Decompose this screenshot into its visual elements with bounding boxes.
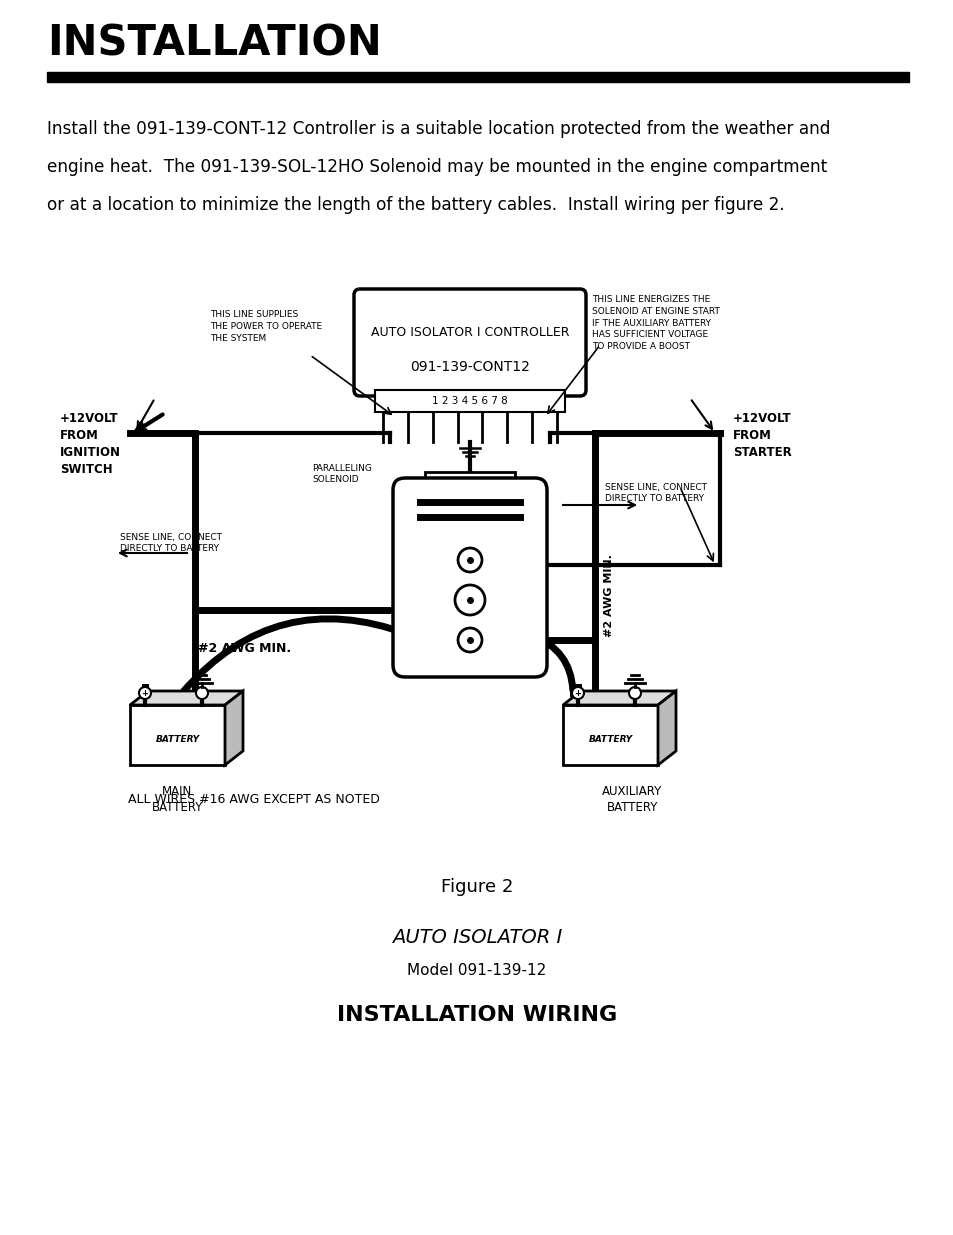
FancyBboxPatch shape: [393, 478, 546, 677]
Polygon shape: [130, 692, 243, 705]
Bar: [424, 472, 515, 490]
Text: +: +: [574, 688, 581, 698]
Text: AUTO ISOLATOR I CONTROLLER: AUTO ISOLATOR I CONTROLLER: [371, 326, 569, 340]
FancyBboxPatch shape: [354, 289, 585, 396]
Polygon shape: [658, 692, 676, 764]
Bar: [375, 390, 564, 412]
Text: +12VOLT
FROM
IGNITION
SWITCH: +12VOLT FROM IGNITION SWITCH: [60, 412, 121, 475]
Text: or at a location to minimize the length of the battery cables.  Install wiring p: or at a location to minimize the length …: [47, 196, 784, 214]
Text: Figure 2: Figure 2: [440, 878, 513, 897]
Text: BATTERY: BATTERY: [588, 736, 632, 745]
Text: #2 AWG MIN.: #2 AWG MIN.: [603, 555, 614, 637]
Bar: [47, 72, 908, 82]
Text: 1 2 3 4 5 6 7 8: 1 2 3 4 5 6 7 8: [432, 396, 507, 406]
FancyArrowPatch shape: [532, 636, 573, 690]
Circle shape: [195, 687, 208, 699]
Text: AUXILIARY
BATTERY: AUXILIARY BATTERY: [601, 785, 662, 814]
Text: Install the 091-139-CONT-12 Controller is a suitable location protected from the: Install the 091-139-CONT-12 Controller i…: [47, 120, 829, 138]
Text: SENSE LINE, CONNECT
DIRECTLY TO BATTERY: SENSE LINE, CONNECT DIRECTLY TO BATTERY: [604, 483, 706, 503]
Text: INSTALLATION WIRING: INSTALLATION WIRING: [336, 1005, 617, 1025]
FancyArrowPatch shape: [184, 619, 407, 690]
Circle shape: [572, 687, 583, 699]
Text: PARALLELING
SOLENOID: PARALLELING SOLENOID: [312, 464, 372, 484]
Circle shape: [139, 687, 151, 699]
Text: #2 AWG MIN.: #2 AWG MIN.: [198, 641, 291, 655]
Text: THIS LINE SUPPLIES
THE POWER TO OPERATE
THE SYSTEM: THIS LINE SUPPLIES THE POWER TO OPERATE …: [210, 310, 322, 342]
Text: INSTALLATION: INSTALLATION: [47, 23, 381, 65]
Text: engine heat.  The 091-139-SOL-12HO Solenoid may be mounted in the engine compart: engine heat. The 091-139-SOL-12HO Soleno…: [47, 158, 826, 177]
Text: +12VOLT
FROM
STARTER: +12VOLT FROM STARTER: [732, 412, 791, 459]
Circle shape: [628, 687, 640, 699]
Text: +: +: [141, 688, 149, 698]
Text: BATTERY: BATTERY: [155, 736, 199, 745]
Text: MAIN
BATTERY: MAIN BATTERY: [152, 785, 203, 814]
Bar: [562, 705, 658, 764]
Text: AUTO ISOLATOR I: AUTO ISOLATOR I: [392, 927, 561, 947]
Text: THIS LINE ENERGIZES THE
SOLENOID AT ENGINE START
IF THE AUXILIARY BATTERY
HAS SU: THIS LINE ENERGIZES THE SOLENOID AT ENGI…: [592, 295, 720, 351]
Text: Model 091-139-12: Model 091-139-12: [407, 963, 546, 978]
Bar: [130, 705, 225, 764]
Text: ALL WIRES #16 AWG EXCEPT AS NOTED: ALL WIRES #16 AWG EXCEPT AS NOTED: [128, 793, 379, 806]
Text: SENSE LINE, CONNECT
DIRECTLY TO BATTERY: SENSE LINE, CONNECT DIRECTLY TO BATTERY: [120, 534, 222, 553]
Polygon shape: [225, 692, 243, 764]
Polygon shape: [562, 692, 676, 705]
Text: 091-139-CONT12: 091-139-CONT12: [410, 359, 529, 374]
